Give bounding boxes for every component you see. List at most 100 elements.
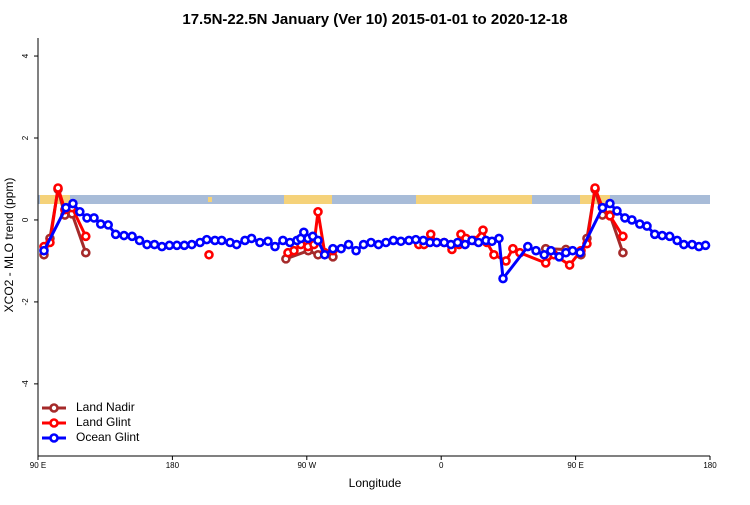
legend-marker [49,403,59,413]
data-point [142,239,152,250]
data-point [358,239,369,250]
data-point [313,206,323,217]
legend-marker [49,433,59,443]
x-tick-label: 0 [439,461,444,470]
data-point [89,213,99,223]
land-patch [416,195,532,204]
data-point [299,227,309,238]
data-point [501,256,511,266]
data-point [201,234,212,245]
data-point [313,235,323,246]
data-point [612,206,622,216]
data-point [75,206,85,217]
y-tick-label: -4 [21,380,30,388]
data-point [204,249,214,260]
data-point [119,230,129,241]
data-point [605,198,615,209]
x-tick-label: 90 E [567,461,583,470]
data-point [103,220,113,230]
data-point [381,237,391,248]
data-point [366,237,376,248]
data-point [618,231,628,242]
data-point [618,247,628,258]
data-point [157,241,167,252]
data-point [494,233,504,244]
data-point [575,247,585,258]
data-point [270,241,280,252]
data-point [700,240,711,251]
data-point [546,245,556,256]
data-point [263,236,273,247]
legend-marker [49,418,59,428]
y-tick-label: -2 [21,298,30,306]
legend-label: Ocean Glint [76,430,140,444]
data-point [179,240,190,251]
data-point [540,258,551,268]
data-point [478,225,488,235]
data-point [597,202,608,213]
data-point [110,229,121,240]
data-point [80,231,91,242]
data-point [164,240,175,251]
data-point [149,239,160,250]
data-point [590,183,600,193]
data-point [343,239,354,250]
data-point [554,252,564,262]
data-point [388,235,399,246]
data-point [539,249,550,260]
chart-title: 17.5N-22.5N January (Ver 10) 2015-01-01 … [182,11,567,28]
data-point [411,234,421,245]
data-point [95,219,106,229]
legend-label: Land Glint [76,415,131,429]
data-point [452,237,463,248]
data-point [336,243,346,254]
data-point [672,235,682,246]
land-patch [208,197,212,202]
data-point [328,243,338,254]
data-point [473,237,484,248]
data-point [61,202,71,213]
data-point [460,239,470,250]
data-point [657,230,668,241]
legend-label: Land Nadir [76,400,135,414]
data-point [255,237,265,248]
data-point [246,233,257,244]
y-axis-label: XCO2 - MLO trend (ppm) [2,178,16,313]
data-point [649,229,660,240]
data-point [564,260,575,270]
data-point [134,235,145,246]
land-patch [580,195,610,204]
data-point [396,236,406,247]
data-point [679,239,689,250]
x-tick-label: 90 W [297,461,316,470]
x-tick-label: 180 [703,461,717,470]
x-tick-label: 90 E [30,461,46,470]
data-point [531,245,541,256]
data-point [39,245,49,256]
data-point [498,273,508,284]
y-tick-label: 2 [21,135,30,140]
y-tick-label: 0 [21,217,30,222]
data-point [605,211,615,221]
data-point [664,231,675,242]
data-point [172,240,182,251]
data-point [351,245,361,256]
data-point [216,235,227,246]
data-point [289,245,299,256]
data-point [373,239,384,250]
ocean-strip [38,195,710,204]
data-point [523,241,533,252]
data-point [68,198,78,209]
data-point [187,239,197,250]
data-point [53,183,63,193]
data-point [642,221,652,231]
land-patch [284,195,332,204]
x-tick-label: 180 [166,461,180,470]
data-point [231,239,242,250]
data-point [431,237,442,248]
data-point [319,249,330,260]
data-point [425,229,436,240]
data-point [508,243,518,254]
